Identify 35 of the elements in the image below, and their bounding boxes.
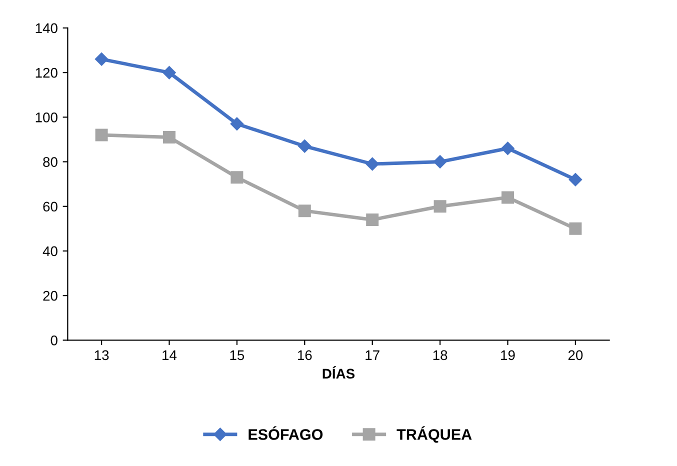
y-tick-label: 20 [43, 290, 58, 301]
point [502, 191, 514, 204]
x-tick-label: 17 [366, 350, 380, 360]
point [95, 128, 108, 142]
point [298, 204, 311, 218]
y-tick-label: 40 [42, 246, 58, 256]
x-tick-label: 15 [230, 350, 244, 360]
x-tick-label: 16 [298, 350, 312, 360]
x-tick-label: 20 [568, 350, 583, 360]
point [434, 200, 446, 213]
y-tick-label: 140 [36, 23, 58, 34]
point [569, 222, 582, 235]
y-tick-label: 60 [43, 202, 58, 212]
point [162, 66, 176, 80]
point [298, 140, 312, 153]
y-tick-label: 0 [50, 336, 58, 346]
point [163, 130, 176, 144]
x-tick-label: 14 [162, 350, 177, 360]
point [568, 173, 582, 186]
point [230, 117, 244, 130]
y-tick-label: 120 [36, 68, 58, 78]
point [94, 52, 108, 66]
y-tick-label: 80 [43, 157, 58, 167]
legend-label: TRÁQUEA [396, 426, 472, 443]
x-tick-label: 19 [501, 350, 515, 360]
x-tick-label: 18 [433, 350, 448, 360]
point [366, 157, 379, 171]
y-tick-label: 100 [36, 112, 58, 122]
x-axis-title: DÍAS [322, 366, 355, 379]
point [501, 142, 514, 155]
legend-label: ESÓFAGO [248, 426, 323, 440]
point [433, 155, 447, 168]
point [230, 171, 244, 184]
point [366, 214, 379, 226]
x-tick-label: 13 [94, 350, 109, 360]
